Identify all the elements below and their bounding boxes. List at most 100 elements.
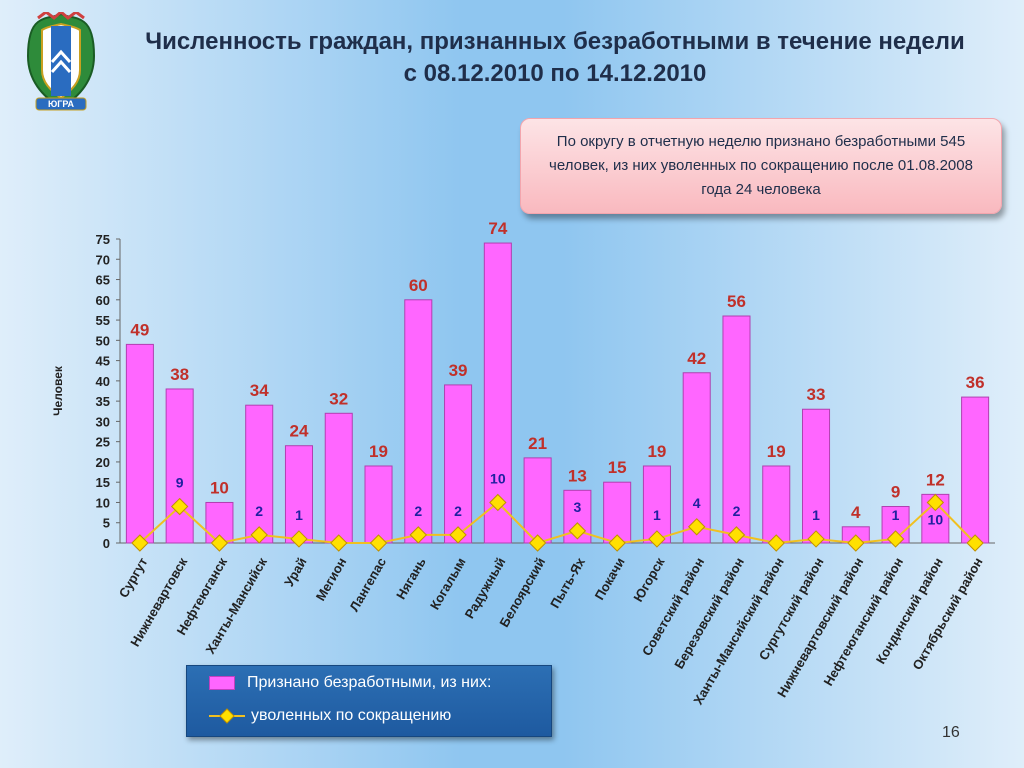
x-tick-label: Березовский район <box>671 555 747 671</box>
summary-text: По округу в отчетную неделю признано без… <box>549 133 973 198</box>
bar <box>364 465 393 544</box>
x-tick-label: Мегион <box>313 555 350 603</box>
bar-value-label: 21 <box>528 434 547 453</box>
svg-text:ЮГРА: ЮГРА <box>48 99 75 109</box>
line-point <box>648 530 666 548</box>
line-value-label: 4 <box>693 495 701 511</box>
line-value-label: 1 <box>892 507 900 523</box>
bar <box>284 445 314 544</box>
y-tick-label: 0 <box>103 536 110 551</box>
bar-value-label: 34 <box>250 381 269 400</box>
chart-legend: Признано безработными, из них: уволенных… <box>186 665 552 737</box>
x-tick-label: Югорск <box>630 555 667 605</box>
bar-value-label: 9 <box>891 483 900 502</box>
y-tick-label: 50 <box>96 333 110 348</box>
bar-value-label: 12 <box>926 470 945 489</box>
line-value-label: 10 <box>490 470 506 486</box>
line-point <box>568 522 587 540</box>
bar <box>404 299 433 544</box>
bar <box>125 343 154 544</box>
y-tick-label: 25 <box>96 435 110 450</box>
bar <box>802 408 831 544</box>
line-point <box>170 497 189 516</box>
line-value-label: 9 <box>176 475 184 491</box>
title-line-1: Численность граждан, признанных безработ… <box>145 28 965 55</box>
legend-line-label: уволенных по сокращению <box>251 707 452 724</box>
line-point <box>330 534 348 552</box>
line-point <box>449 526 467 544</box>
line-point <box>966 534 984 552</box>
bar <box>603 481 632 544</box>
line-value-label: 2 <box>733 503 741 519</box>
bar-value-label: 13 <box>568 466 587 485</box>
bar-value-label: 38 <box>170 365 189 384</box>
bar <box>682 372 711 544</box>
bar-value-label: 56 <box>727 292 746 311</box>
legend-bar-label: Признано безработными, из них: <box>247 674 492 691</box>
x-tick-label: Пыть-Ях <box>547 554 588 610</box>
line-point <box>886 530 905 548</box>
line-point <box>926 493 945 512</box>
y-tick-label: 5 <box>103 516 110 531</box>
line-point <box>489 493 507 512</box>
bar <box>245 404 274 544</box>
line-value-label: 2 <box>255 503 263 519</box>
bar-value-label: 10 <box>210 478 229 497</box>
bar <box>722 315 751 544</box>
bar-value-label: 33 <box>807 385 826 404</box>
line-point <box>687 518 706 536</box>
line-value-label: 2 <box>414 503 422 519</box>
y-tick-label: 10 <box>96 495 110 510</box>
bar <box>444 384 473 544</box>
bar-value-label: 15 <box>608 458 627 477</box>
summary-callout: По округу в отчетную неделю признано без… <box>520 118 1002 214</box>
y-tick-label: 45 <box>96 354 110 369</box>
y-tick-label: 15 <box>96 475 110 490</box>
bar-value-label: 19 <box>767 442 786 461</box>
legend-item-line: уволенных по сокращению <box>209 706 451 726</box>
bar-value-label: 60 <box>409 276 428 295</box>
page-number: 16 <box>942 724 960 741</box>
layoff-series-line <box>139 501 976 545</box>
y-tick-label: 75 <box>96 232 110 247</box>
bar <box>642 465 671 544</box>
bar-value-label: 19 <box>369 442 388 461</box>
bar-value-label: 4 <box>851 503 861 522</box>
x-tick-label: Когалым <box>427 555 469 612</box>
line-point <box>847 534 865 552</box>
bar-value-label: 24 <box>290 422 309 441</box>
x-tick-label: Покачи <box>592 555 628 603</box>
line-value-label: 3 <box>573 499 581 515</box>
x-tick-label: Сургут <box>116 555 151 600</box>
bar-value-label: 36 <box>966 373 985 392</box>
y-tick-label: 65 <box>96 273 110 288</box>
y-tick-label: 55 <box>96 313 110 328</box>
line-point <box>727 526 746 544</box>
line-point <box>807 530 825 548</box>
line-point <box>528 534 547 552</box>
page-title: Численность граждан, признанных безработ… <box>110 26 1000 90</box>
line-point <box>250 526 268 544</box>
bar <box>523 457 552 544</box>
y-tick-label: 60 <box>96 293 110 308</box>
line-value-label: 10 <box>928 511 944 527</box>
y-tick-label: 20 <box>96 455 110 470</box>
line-point <box>608 534 626 552</box>
bar <box>324 412 353 544</box>
bar-value-label: 74 <box>488 219 507 238</box>
bar <box>961 396 990 544</box>
y-tick-label: 30 <box>96 414 110 429</box>
bar <box>762 465 791 544</box>
legend-item-bars: Признано безработными, из них: <box>209 674 491 692</box>
bar-value-label: 32 <box>329 389 348 408</box>
line-point <box>290 530 308 548</box>
line-point <box>767 534 785 552</box>
line-value-label: 2 <box>454 503 462 519</box>
coat-of-arms-logo: ЮГРА <box>22 10 100 116</box>
bar-value-label: 39 <box>449 361 468 380</box>
bar-value-label: 19 <box>647 442 666 461</box>
bar-value-label: 49 <box>130 320 149 339</box>
x-tick-label: Урай <box>281 555 309 589</box>
y-axis-label: Человек <box>51 365 65 416</box>
line-point <box>369 534 388 552</box>
